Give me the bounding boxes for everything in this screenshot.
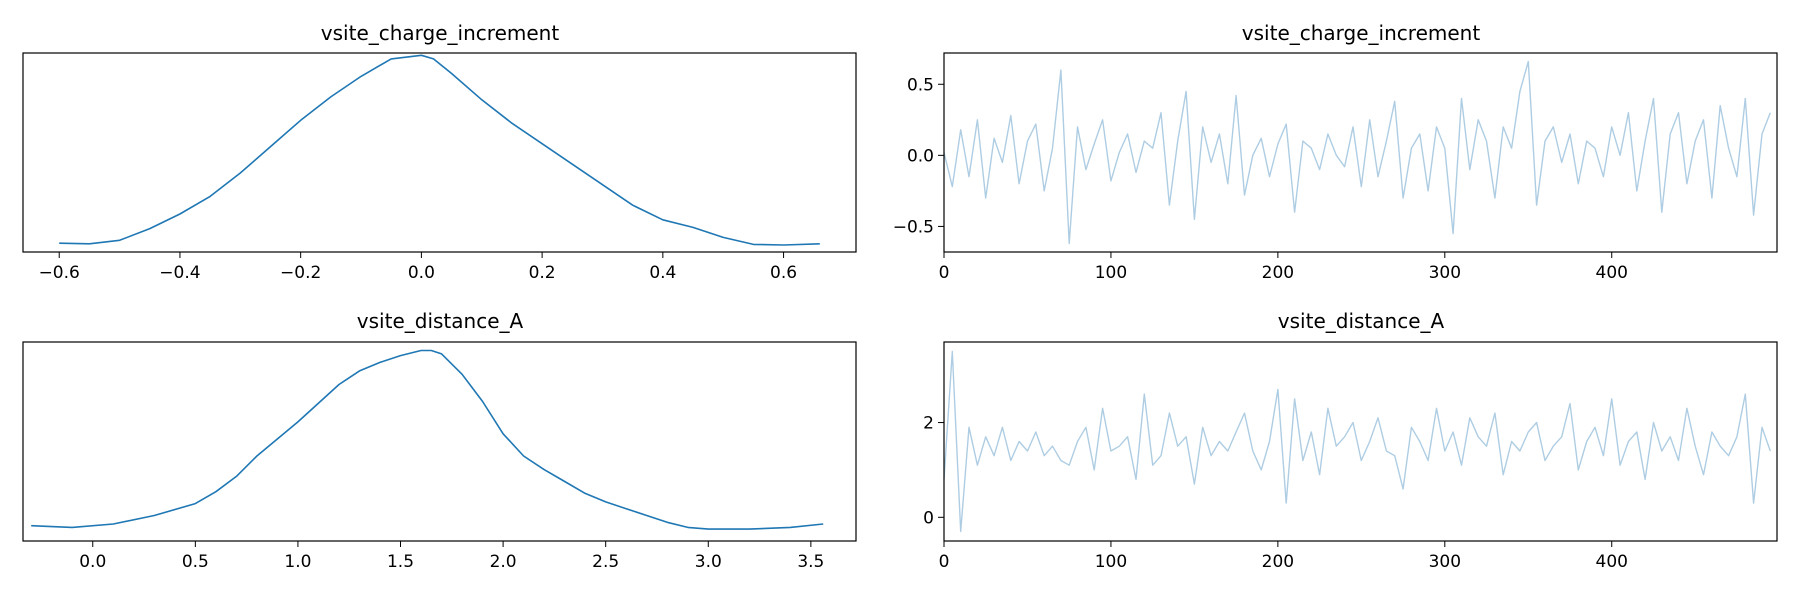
x-tick-label: 0.6 <box>770 263 797 283</box>
panel-title: vsite_charge_increment <box>1242 21 1481 45</box>
panel-kde-vsite-charge-increment: vsite_charge_increment −0.6 −0.4 −0.2 0.0 0.… <box>22 21 857 283</box>
plot-frame <box>22 52 857 253</box>
x-tick-label: 0.0 <box>79 552 106 572</box>
y-tick-label: 0.0 <box>907 146 934 166</box>
x-tick-label: 0 <box>939 552 950 572</box>
series-line <box>31 349 824 530</box>
density-plot <box>59 54 820 246</box>
x-tick-label: 300 <box>1429 552 1461 572</box>
panel-title: vsite_distance_A <box>1278 309 1445 333</box>
x-tick-label: 0.2 <box>529 263 556 283</box>
panel-trace-vsite-charge-increment: vsite_charge_increment 0 100 200 300 400 −0.… <box>893 21 1778 283</box>
y-tick-label: 0.5 <box>907 75 934 95</box>
x-axis-ticks: 0 100 200 300 400 <box>939 252 1628 283</box>
x-tick-label: 400 <box>1596 263 1628 283</box>
panel-title: vsite_charge_increment <box>321 21 560 45</box>
plot-frame <box>22 341 857 542</box>
plot-frame <box>943 341 1778 542</box>
y-tick-label: 0 <box>923 508 934 528</box>
x-tick-label: 2.5 <box>592 552 619 572</box>
x-tick-label: 3.0 <box>695 552 722 572</box>
x-tick-label: 2.0 <box>490 552 517 572</box>
x-tick-label: 1.5 <box>387 552 414 572</box>
x-tick-label: −0.4 <box>159 263 200 283</box>
density-plot <box>31 349 824 530</box>
trace-plot <box>943 350 1771 533</box>
trace-plot <box>943 60 1771 245</box>
x-tick-label: 3.5 <box>797 552 824 572</box>
y-axis-ticks: −0.5 0.0 0.5 <box>893 75 944 237</box>
x-tick-label: 0 <box>939 263 950 283</box>
panel-title: vsite_distance_A <box>357 309 524 333</box>
y-tick-label: 2 <box>923 414 934 434</box>
x-tick-label: 0.4 <box>649 263 676 283</box>
x-axis-ticks: 0 100 200 300 400 <box>939 541 1628 572</box>
x-tick-label: 300 <box>1429 263 1461 283</box>
x-axis-ticks: −0.6 −0.4 −0.2 0.0 0.2 0.4 0.6 <box>39 252 797 283</box>
series-line <box>943 350 1771 533</box>
x-tick-label: 0.0 <box>408 263 435 283</box>
x-axis-ticks: 0.0 0.5 1.0 1.5 2.0 2.5 3.0 3.5 <box>79 541 824 572</box>
x-tick-label: 100 <box>1095 552 1127 572</box>
x-tick-label: 400 <box>1596 552 1628 572</box>
x-tick-label: 200 <box>1262 552 1294 572</box>
x-tick-label: 200 <box>1262 263 1294 283</box>
x-tick-label: −0.2 <box>280 263 321 283</box>
x-tick-label: −0.6 <box>39 263 80 283</box>
x-tick-label: 0.5 <box>182 552 209 572</box>
x-tick-label: 1.0 <box>284 552 311 572</box>
panel-trace-vsite-distance-a: vsite_distance_A 0 100 200 300 400 02 <box>923 309 1778 572</box>
series-line <box>59 54 820 246</box>
x-tick-label: 100 <box>1095 263 1127 283</box>
series-line <box>943 60 1771 245</box>
y-tick-label: −0.5 <box>893 217 934 237</box>
y-axis-ticks: 02 <box>923 414 944 528</box>
plot-frame <box>943 52 1778 253</box>
panel-kde-vsite-distance-a: vsite_distance_A 0.0 0.5 1.0 1.5 2.0 2.5 3.0 3.… <box>22 309 857 572</box>
